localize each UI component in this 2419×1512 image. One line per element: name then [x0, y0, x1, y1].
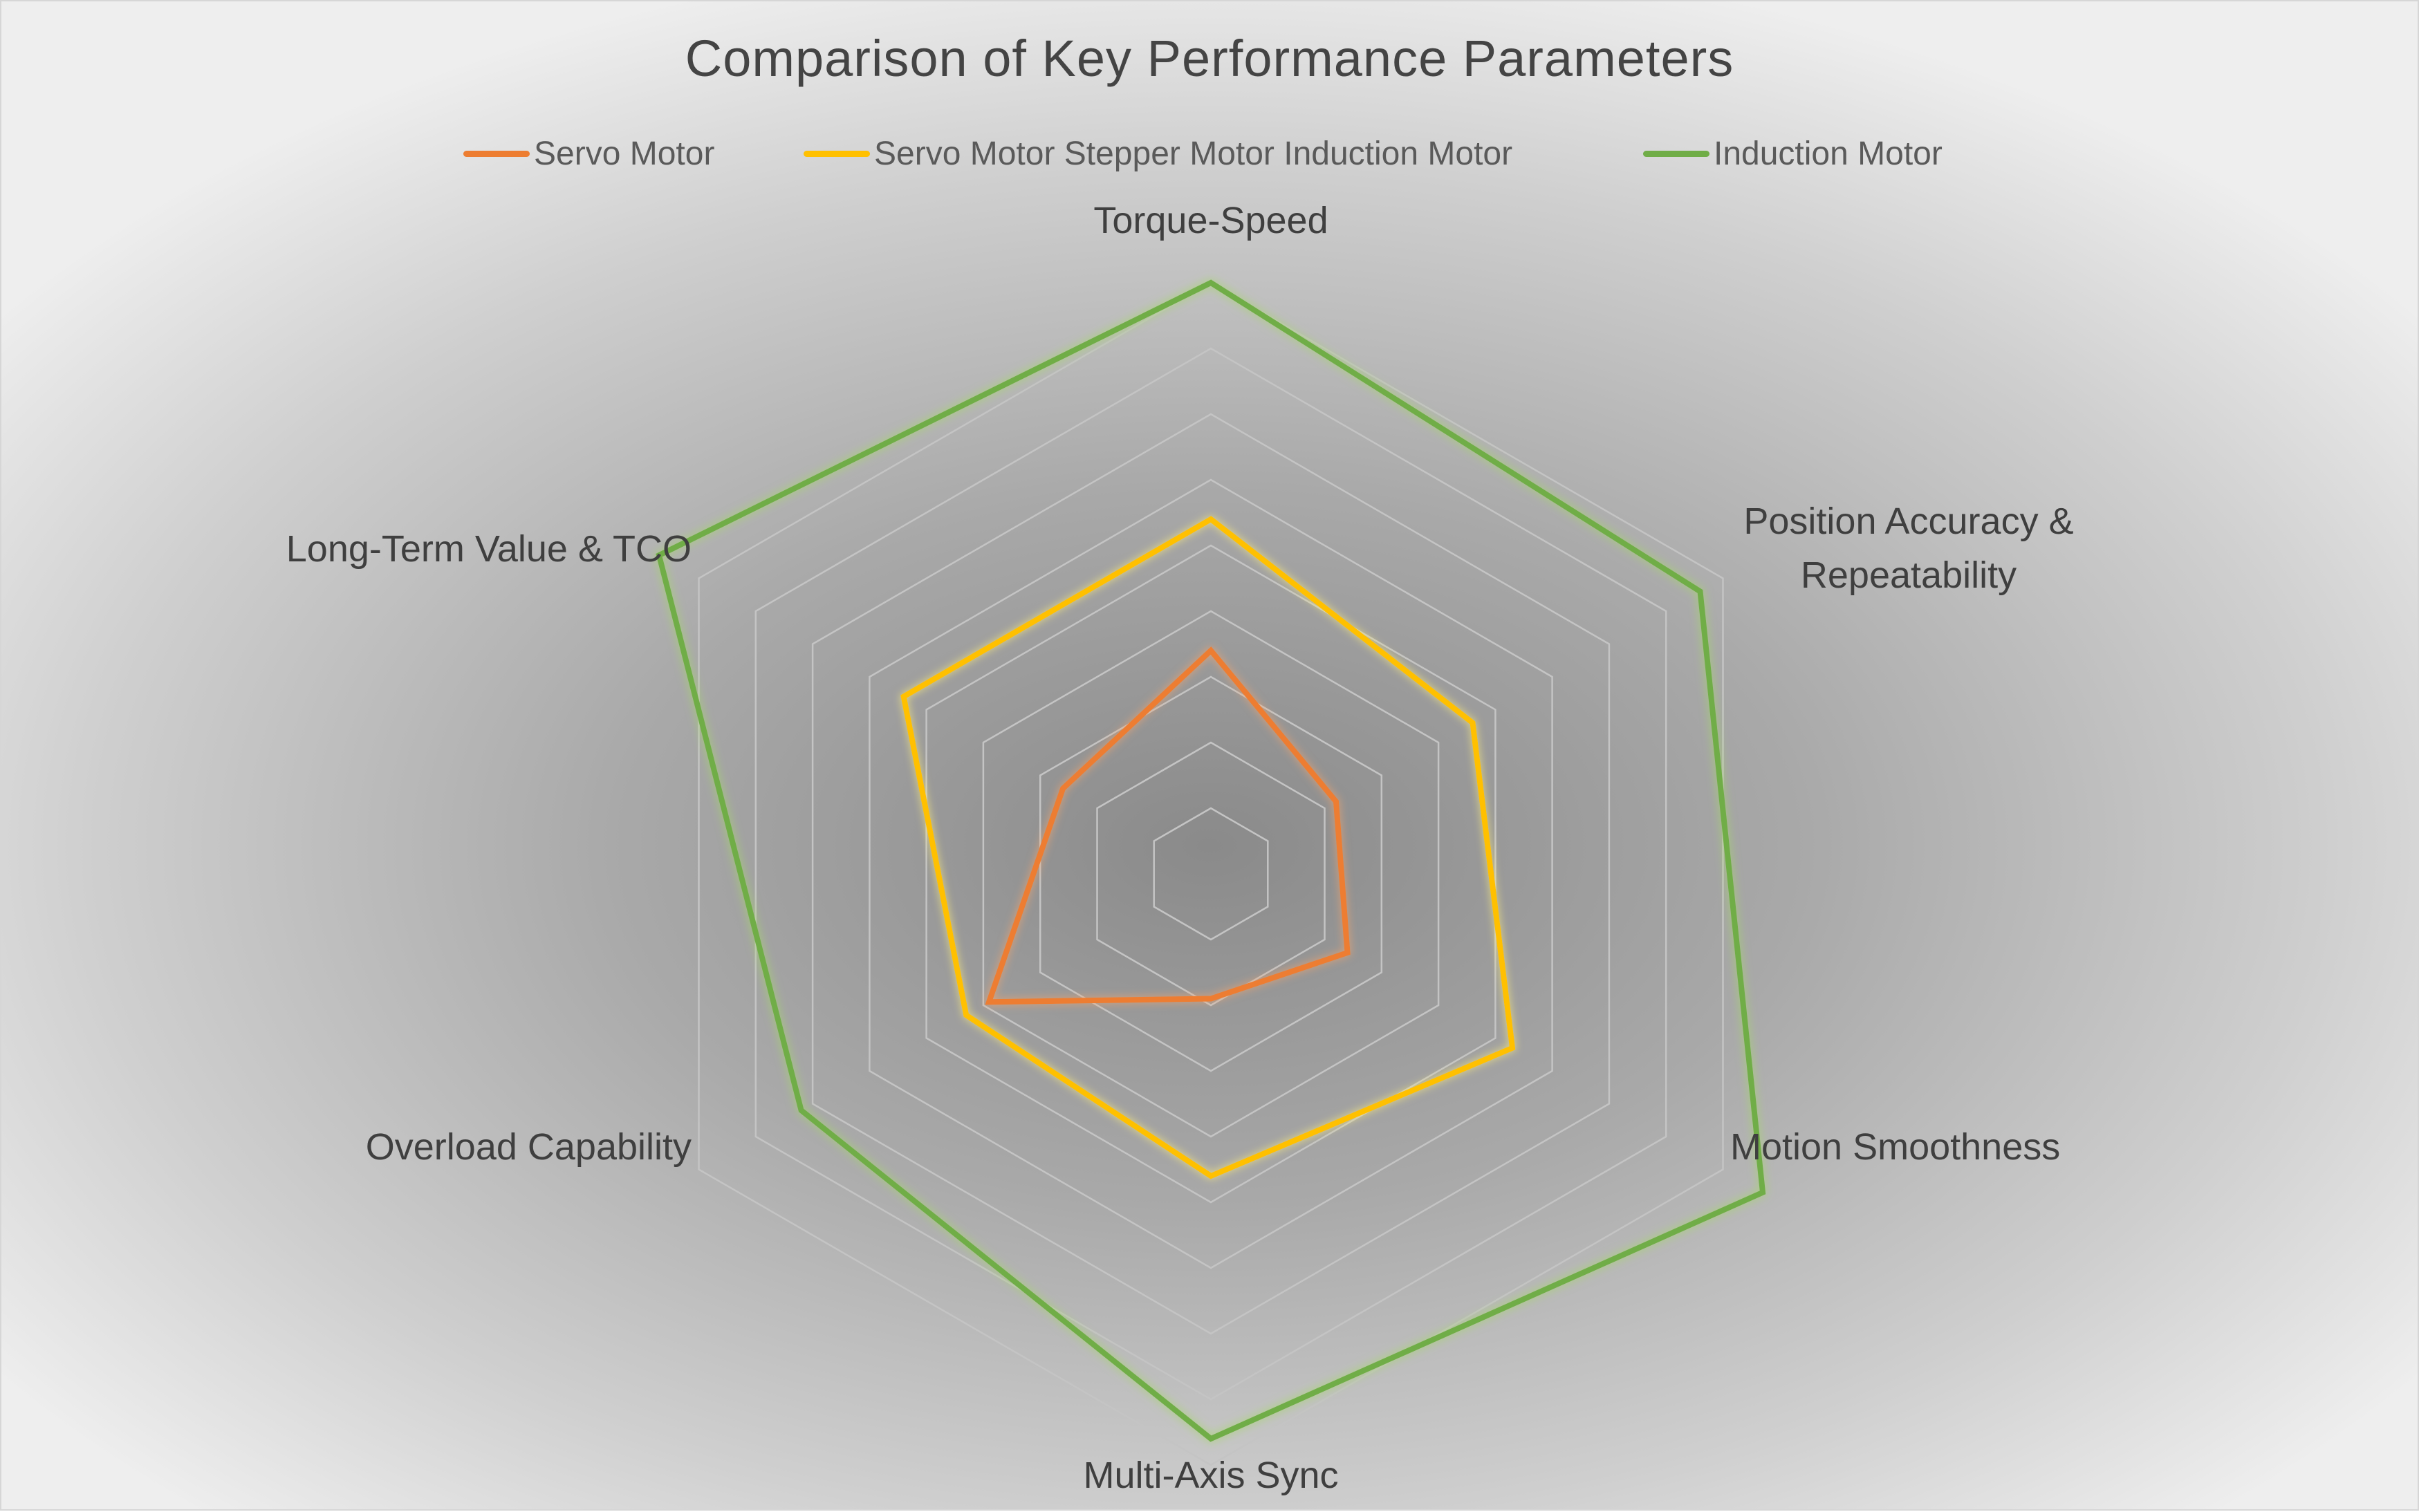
grid-ring-6: [869, 478, 1553, 1269]
legend-label-combined-motor: Servo Motor Stepper Motor Induction Moto…: [874, 135, 1513, 172]
axis-label-5-line-0: Long-Term Value & TCO: [286, 528, 692, 570]
axis-labels: Torque-Speed Position Accuracy & Repeatabi…: [286, 200, 2074, 1496]
axis-label-4-line-0: Overload Capability: [366, 1126, 692, 1168]
axis-label-1-line-1: Repeatability: [1801, 554, 2017, 596]
series-line-servo-motor-stepper-motor-induction-motor: [900, 516, 1516, 1179]
axis-label-3-line-0: Multi-Axis Sync: [1083, 1455, 1338, 1496]
axis-label-1-line-0: Position Accuracy &: [1743, 501, 2073, 542]
grid-ring-1: [1153, 807, 1269, 941]
axis-label-5: Long-Term Value & TCO: [286, 528, 692, 570]
legend-label-induction-motor: Induction Motor: [1714, 135, 1943, 172]
grid-ring-9: [698, 281, 1724, 1466]
axis-label-2-line-0: Motion Smoothness: [1730, 1126, 2060, 1168]
axis-label-2: Motion Smoothness: [1730, 1126, 2060, 1168]
grid-ring-3: [1039, 675, 1383, 1072]
legend-label-servo-motor: Servo Motor: [534, 135, 715, 172]
grid-ring-2: [1096, 741, 1326, 1007]
grid-ring-8: [754, 347, 1667, 1401]
series-line-induction-motor: [656, 279, 1766, 1442]
legend-item-combined-motor: Servo Motor Stepper Motor Induction Moto…: [804, 129, 1512, 178]
axis-label-0-line-0: Torque-Speed: [1093, 200, 1328, 241]
legend-item-servo-motor: Servo Motor: [463, 129, 714, 178]
grid-ring-5: [925, 544, 1496, 1204]
chart-title: Comparison of Key Performance Parameters: [685, 30, 1734, 87]
grid-ring-7: [811, 413, 1611, 1335]
radar-series: [656, 279, 1766, 1442]
axis-label-1: Position Accuracy & Repeatability: [1743, 501, 2073, 596]
legend-swatch-induction-motor: [1643, 150, 1709, 157]
legend-swatch-combined-motor: [804, 150, 870, 157]
series-line-servo-motor: [985, 646, 1351, 1005]
grid-ring-4: [982, 610, 1440, 1138]
axis-label-0: Torque-Speed: [1093, 200, 1328, 241]
axis-label-4: Overload Capability: [366, 1126, 692, 1168]
legend-swatch-servo-motor: [463, 150, 530, 157]
legend: Servo Motor Servo Motor Stepper Motor In…: [1, 129, 2419, 178]
radar-grid: [698, 281, 1724, 1466]
legend-item-induction-motor: Induction Motor: [1643, 129, 1943, 178]
axis-label-3: Multi-Axis Sync: [1083, 1455, 1338, 1496]
